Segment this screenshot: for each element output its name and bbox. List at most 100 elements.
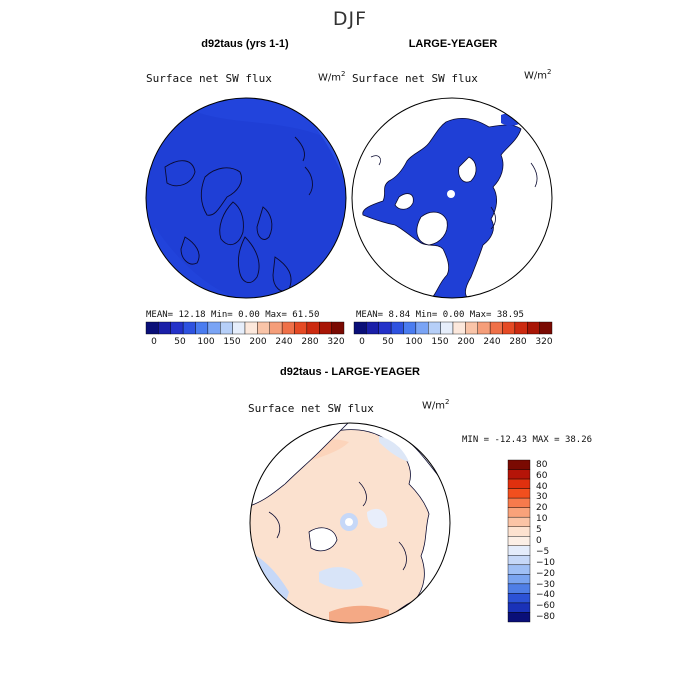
colorbar-swatch bbox=[507, 564, 531, 575]
colorbar-tick-label: 240 bbox=[275, 337, 293, 347]
colorbar-tick-label: 280 bbox=[301, 337, 319, 347]
right-colorbar-ticks: 0 50 100 150 200 240 280 320 bbox=[354, 337, 552, 349]
colorbar-swatch bbox=[507, 488, 531, 499]
left-colorbar-ticks: 0 50 100 150 200 240 280 320 bbox=[146, 337, 344, 349]
colorbar-swatch bbox=[403, 321, 417, 335]
colorbar-swatch bbox=[507, 469, 531, 480]
colorbar-swatch bbox=[507, 612, 531, 623]
colorbar-tick-label: 240 bbox=[483, 337, 501, 347]
colorbar-tick-label: −10 bbox=[536, 557, 555, 568]
colorbar-tick-label: −5 bbox=[536, 546, 550, 557]
colorbar-swatch bbox=[257, 321, 270, 335]
colorbar-swatch bbox=[158, 321, 171, 335]
right-ocean-field bbox=[362, 117, 522, 298]
colorbar-swatch bbox=[366, 321, 379, 335]
colorbar-swatch bbox=[507, 536, 531, 546]
colorbar-swatch bbox=[514, 321, 528, 335]
left-panel-title: d92taus (yrs 1-1) bbox=[201, 38, 289, 50]
colorbar-swatch bbox=[353, 321, 367, 335]
colorbar-swatch bbox=[527, 321, 540, 335]
colorbar-tick-label: 50 bbox=[174, 337, 186, 347]
left-variable-label: Surface net SW flux bbox=[146, 72, 272, 85]
right-variable-label: Surface net SW flux bbox=[352, 72, 478, 85]
colorbar-tick-label: 200 bbox=[457, 337, 475, 347]
colorbar-swatch bbox=[507, 545, 531, 556]
colorbar-tick-label: 0 bbox=[359, 337, 365, 347]
colorbar-swatch bbox=[539, 321, 553, 335]
colorbar-swatch bbox=[507, 526, 531, 537]
colorbar-tick-label: 320 bbox=[327, 337, 345, 347]
colorbar-swatch bbox=[507, 507, 531, 518]
colorbar-swatch bbox=[507, 497, 531, 508]
colorbar-swatch bbox=[440, 321, 454, 335]
colorbar-tick-label: 50 bbox=[382, 337, 394, 347]
left-units-label: W/m2 bbox=[318, 70, 346, 84]
colorbar-tick-label: 5 bbox=[536, 525, 542, 536]
colorbar-tick-label: −40 bbox=[536, 590, 555, 601]
colorbar-swatch bbox=[207, 321, 221, 335]
right-polar-map bbox=[351, 97, 553, 299]
colorbar-tick-label: 150 bbox=[223, 337, 241, 347]
colorbar-swatch bbox=[507, 459, 531, 470]
colorbar-swatch bbox=[507, 593, 531, 604]
left-polar-map bbox=[145, 97, 347, 299]
colorbar-swatch bbox=[507, 574, 531, 585]
diff-panel-title: d92taus - LARGE-YEAGER bbox=[280, 366, 420, 378]
colorbar-tick-label: 0 bbox=[151, 337, 157, 347]
colorbar-tick-label: −80 bbox=[536, 612, 555, 623]
colorbar-swatch bbox=[428, 321, 441, 335]
colorbar-swatch bbox=[507, 478, 531, 489]
colorbar-tick-label: 0 bbox=[536, 536, 542, 546]
colorbar-tick-label: 60 bbox=[536, 470, 548, 481]
left-stats: MEAN= 12.18 Min= 0.00 Max= 61.50 bbox=[146, 310, 320, 320]
diff-colorbar bbox=[507, 459, 531, 623]
colorbar-tick-label: 20 bbox=[536, 503, 548, 514]
colorbar-tick-label: −60 bbox=[536, 601, 555, 612]
colorbar-swatch bbox=[507, 602, 531, 613]
diff-colorbar-ticks: 80 60 40 30 20 10 5 0 −5 −10 −20 −30 −40 −60 −80 bbox=[536, 460, 576, 622]
colorbar-swatch bbox=[331, 321, 345, 335]
colorbar-swatch bbox=[378, 321, 392, 335]
colorbar-tick-label: −30 bbox=[536, 579, 555, 590]
colorbar-tick-label: 10 bbox=[536, 514, 548, 525]
colorbar-tick-label: −20 bbox=[536, 568, 555, 579]
left-coastlines bbox=[164, 136, 313, 292]
colorbar-tick-label: 80 bbox=[536, 459, 548, 470]
colorbar-tick-label: 280 bbox=[509, 337, 527, 347]
colorbar-swatch bbox=[182, 321, 196, 335]
colorbar-swatch bbox=[306, 321, 320, 335]
colorbar-swatch bbox=[232, 321, 246, 335]
figure-title: DJF bbox=[332, 8, 368, 30]
colorbar-swatch bbox=[489, 321, 503, 335]
colorbar-tick-label: 100 bbox=[405, 337, 423, 347]
colorbar-swatch bbox=[170, 321, 184, 335]
colorbar-swatch bbox=[294, 321, 308, 335]
colorbar-swatch bbox=[145, 321, 159, 335]
colorbar-swatch bbox=[507, 555, 531, 566]
colorbar-tick-label: 100 bbox=[197, 337, 215, 347]
diff-polar-map bbox=[249, 422, 451, 624]
colorbar-swatch bbox=[269, 321, 283, 335]
colorbar-swatch bbox=[502, 321, 516, 335]
colorbar-tick-label: 150 bbox=[431, 337, 449, 347]
diff-stats: MIN = -12.43 MAX = 38.26 bbox=[462, 435, 593, 445]
colorbar-swatch bbox=[244, 321, 258, 335]
colorbar-swatch bbox=[195, 321, 209, 335]
right-stats: MEAN= 8.84 Min= 0.00 Max= 38.95 bbox=[356, 310, 524, 320]
colorbar-swatch bbox=[281, 321, 295, 335]
diff-units-label: W/m2 bbox=[422, 398, 450, 412]
right-units-label: W/m2 bbox=[524, 68, 552, 82]
colorbar-swatch bbox=[507, 583, 531, 594]
colorbar-swatch bbox=[465, 321, 478, 335]
right-colorbar bbox=[353, 321, 553, 335]
colorbar-tick-label: 30 bbox=[536, 492, 548, 503]
colorbar-swatch bbox=[390, 321, 404, 335]
colorbar-tick-label: 200 bbox=[249, 337, 267, 347]
diff-variable-label: Surface net SW flux bbox=[248, 402, 374, 415]
colorbar-swatch bbox=[507, 516, 531, 527]
colorbar-swatch bbox=[452, 321, 466, 335]
colorbar-tick-label: 320 bbox=[535, 337, 553, 347]
colorbar-swatch bbox=[220, 321, 233, 335]
colorbar-tick-label: 40 bbox=[536, 481, 548, 492]
colorbar-swatch bbox=[477, 321, 491, 335]
